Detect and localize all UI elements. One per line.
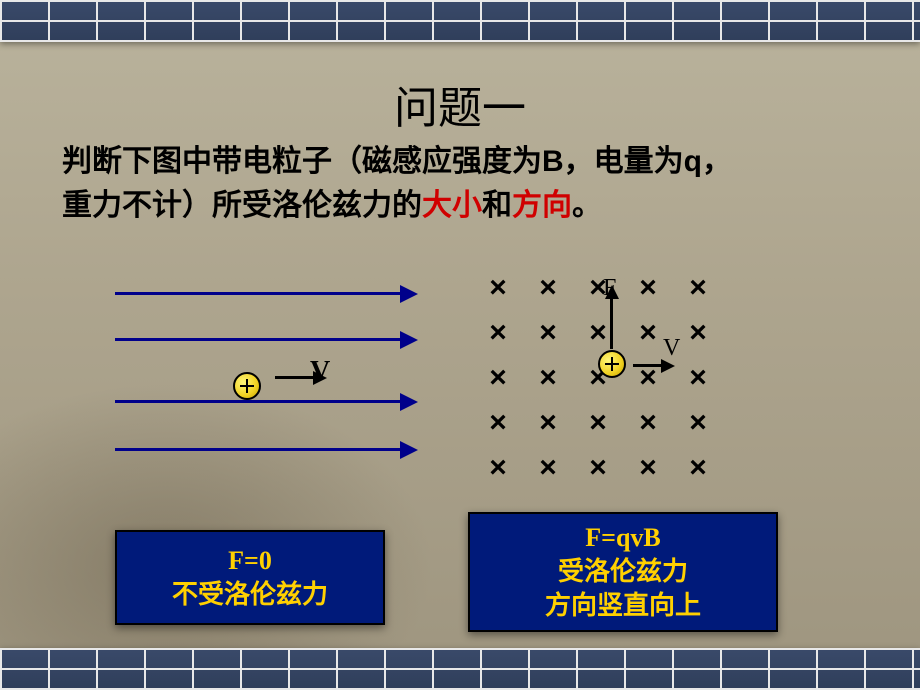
positive-particle-icon (598, 350, 626, 378)
field-into-page-icon: × (485, 320, 511, 346)
field-into-page-icon: × (535, 275, 561, 301)
highlight-size: 大小 (422, 189, 482, 222)
diagram-parallel-field: V (115, 280, 425, 490)
prompt-text: 和 (482, 189, 512, 222)
velocity-label: V (310, 356, 330, 388)
field-into-page-icon: × (485, 410, 511, 436)
answer-formula: F=0 (117, 544, 383, 578)
answer-text: 方向竖直向上 (470, 589, 776, 623)
field-into-page-icon: × (535, 365, 561, 391)
field-line-arrow-icon (115, 292, 400, 295)
field-into-page-icon: × (685, 365, 711, 391)
field-line-arrow-icon (115, 338, 400, 341)
force-label: F (603, 275, 616, 302)
field-into-page-icon: × (635, 410, 661, 436)
diagram-into-page-field: ××××××××××××××××××××××××× F V (485, 275, 765, 495)
field-into-page-icon: × (485, 275, 511, 301)
field-line-arrow-icon (115, 400, 400, 403)
var-B: B (542, 145, 564, 178)
prompt-text: ， (702, 145, 732, 178)
slide-content: 问题一 判断下图中带电粒子（磁感应强度为B，电量为q， 重力不计）所受洛伦兹力的… (0, 0, 920, 690)
prompt-text: 重力不计）所受洛伦兹力的 (62, 189, 422, 222)
velocity-arrow-icon (275, 376, 313, 379)
field-into-page-icon: × (535, 410, 561, 436)
answer-text: 受洛伦兹力 (470, 555, 776, 589)
answer-formula: F=qvB (470, 521, 776, 555)
field-into-page-icon: × (685, 410, 711, 436)
question-prompt: 判断下图中带电粒子（磁感应强度为B，电量为q， 重力不计）所受洛伦兹力的大小和方… (62, 140, 862, 227)
answer-box-right: F=qvB 受洛伦兹力 方向竖直向上 (468, 512, 778, 632)
velocity-arrow-icon (633, 364, 661, 367)
field-into-page-icon: × (535, 320, 561, 346)
field-into-page-icon: × (585, 455, 611, 481)
field-into-page-icon: × (585, 320, 611, 346)
field-into-page-icon: × (485, 455, 511, 481)
field-into-page-icon: × (685, 320, 711, 346)
var-q: q (684, 145, 702, 178)
prompt-text: 判断下图中带电粒子（磁感应强度为 (62, 145, 542, 178)
field-into-page-icon: × (635, 455, 661, 481)
answer-text: 不受洛伦兹力 (117, 578, 383, 612)
field-into-page-icon: × (635, 275, 661, 301)
field-into-page-icon: × (635, 320, 661, 346)
highlight-direction: 方向 (512, 189, 572, 222)
field-line-arrow-icon (115, 448, 400, 451)
slide-title: 问题一 (0, 72, 920, 136)
field-into-page-icon: × (685, 275, 711, 301)
field-into-page-icon: × (585, 410, 611, 436)
prompt-text: ，电量为 (564, 145, 684, 178)
field-into-page-icon: × (535, 455, 561, 481)
field-into-page-grid: ××××××××××××××××××××××××× (485, 275, 765, 495)
field-into-page-icon: × (485, 365, 511, 391)
answer-box-left: F=0 不受洛伦兹力 (115, 530, 385, 625)
prompt-text: 。 (572, 189, 602, 222)
force-arrow-icon (610, 299, 613, 349)
positive-particle-icon (233, 372, 261, 400)
field-into-page-icon: × (685, 455, 711, 481)
field-into-page-icon: × (635, 365, 661, 391)
velocity-label: V (663, 335, 680, 362)
